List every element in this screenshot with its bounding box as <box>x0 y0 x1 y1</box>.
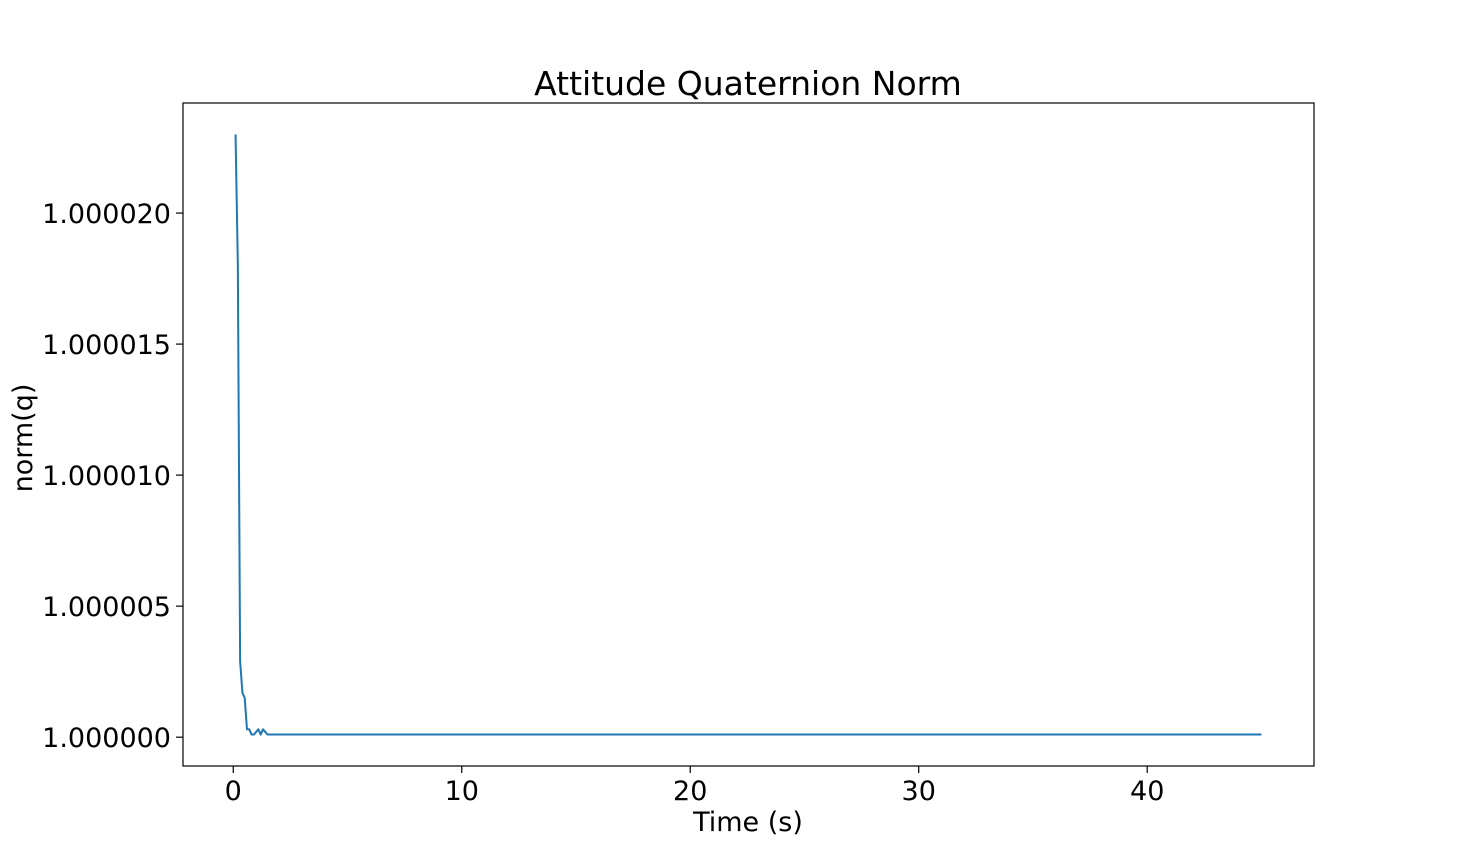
y-tick-label-2: 1.000010 <box>42 461 171 492</box>
y-axis-label: norm(q) <box>8 384 39 493</box>
axes-frame <box>182 102 1315 767</box>
y-tick-label-1: 1.000005 <box>42 592 171 623</box>
y-tick-label-4: 1.000020 <box>42 199 171 230</box>
x-tick-label-2: 20 <box>673 776 707 807</box>
series-line-0 <box>234 134 1262 736</box>
x-tick-label-1: 10 <box>445 776 479 807</box>
x-tick-label-4: 40 <box>1130 776 1164 807</box>
x-axis-label: Time (s) <box>692 807 803 838</box>
y-tick-label-3: 1.000015 <box>42 330 171 361</box>
chart-title: Attitude Quaternion Norm <box>534 64 962 103</box>
plot-area: 0 10 20 30 40 1.000000 1.000005 1.000010 1.00001… <box>42 102 1315 807</box>
y-tick-label-0: 1.000000 <box>42 723 171 754</box>
x-tick-label-0: 0 <box>225 776 242 807</box>
x-tick-label-3: 30 <box>902 776 936 807</box>
